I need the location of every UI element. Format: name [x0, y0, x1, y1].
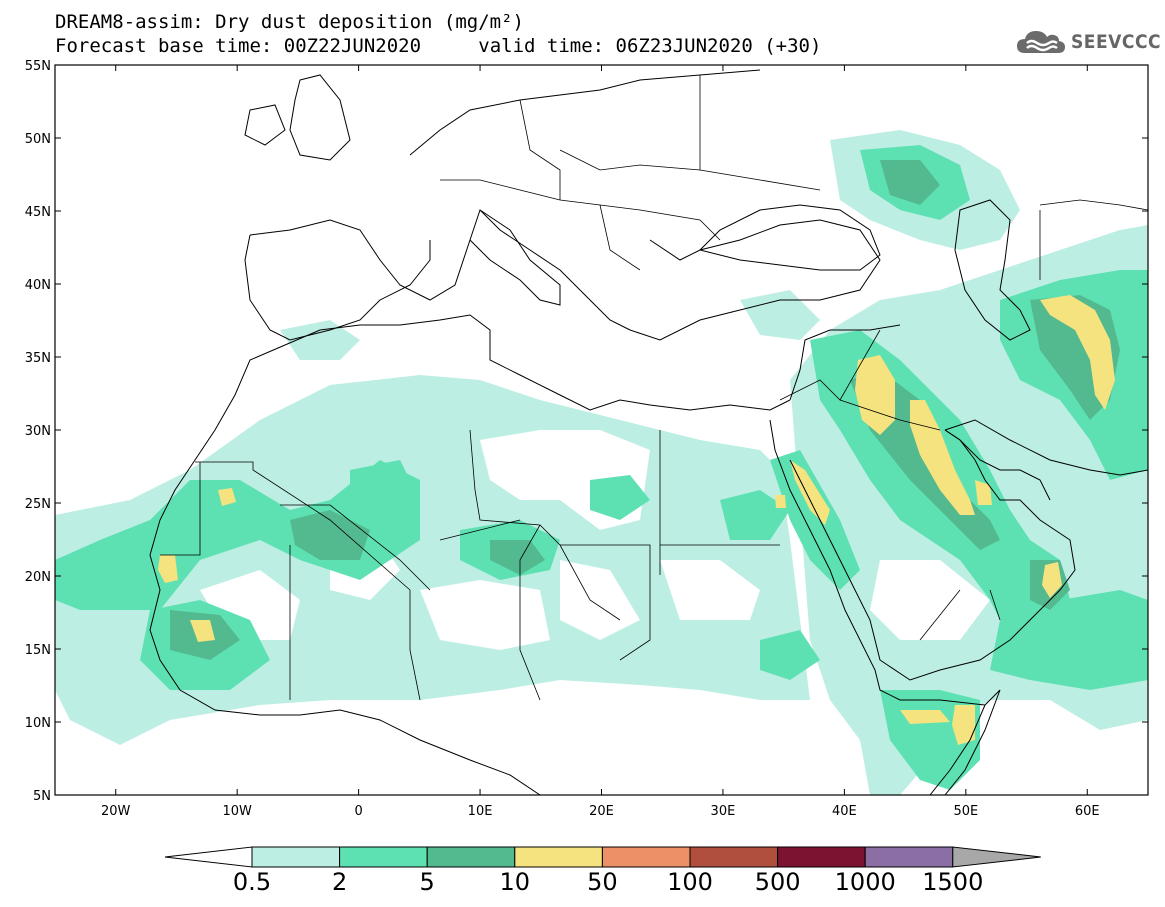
colorbar-over-triangle [952, 846, 1041, 868]
lat-label-35N: 35N [25, 351, 51, 366]
lon-label-20W: 20W [101, 804, 131, 819]
seevccc-logo: SEEVCCC [1015, 26, 1161, 58]
coastline-somalia [944, 689, 1001, 795]
lat-label-25N: 25N [25, 497, 51, 512]
lon-label-40E: 40E [832, 804, 857, 819]
map-subtitle: Forecast base time: 00Z22JUN2020 valid t… [55, 36, 821, 56]
lat-label-20N: 20N [25, 570, 51, 585]
lat-label-15N: 15N [25, 643, 51, 658]
coastline-north-africa [284, 314, 791, 411]
coastline-caspian [954, 199, 1031, 341]
coastline-europe [249, 209, 881, 341]
coastline-africa-west [149, 344, 541, 795]
valid-time: valid time: 06Z23JUN2020 (+30) [478, 35, 822, 57]
colorbar-segment [777, 846, 866, 868]
coastline-north-europe [409, 69, 761, 156]
colorbar-label: 500 [754, 868, 801, 896]
cloud-icon [1017, 31, 1065, 53]
colorbar-segment [689, 846, 779, 868]
lon-label-0: 0 [354, 804, 362, 819]
coastline-levant [789, 324, 901, 401]
colorbar [164, 846, 1041, 868]
coastline-iberia [244, 234, 431, 341]
coastline-italy [469, 209, 561, 306]
lon-label-20E: 20E [589, 804, 614, 819]
coastline-red-sea-west [769, 419, 986, 795]
dust-fields [55, 130, 1148, 795]
lon-label-60E: 60E [1075, 804, 1100, 819]
colorbar-segment [864, 846, 954, 868]
colorbar-segment [251, 846, 341, 868]
latitude-ticks: 5N 10N 15N 20N 25N 30N 35N 40N 45N 50N 55N [25, 59, 1148, 804]
lat-label-50N: 50N [25, 132, 51, 147]
lon-label-30E: 30E [711, 804, 736, 819]
coastline-black-sea [699, 204, 881, 271]
lon-label-50E: 50E [953, 804, 978, 819]
lat-label-5N: 5N [33, 789, 51, 804]
colorbar-under-triangle [164, 846, 253, 868]
colorbar-label: 1500 [922, 868, 984, 896]
coastline-arabia [789, 429, 1076, 681]
lat-label-45N: 45N [25, 205, 51, 220]
coastlines [149, 69, 1148, 795]
lon-label-10W: 10W [222, 804, 252, 819]
longitude-ticks: 20W 10W 0 10E 20E 30E 40E 50E 60E [101, 65, 1100, 819]
colorbar-segment [601, 846, 691, 868]
lon-label-10E: 10E [468, 804, 493, 819]
colorbar-label: 2 [331, 868, 348, 896]
coastline-ireland [244, 104, 286, 146]
colorbar-label: 50 [587, 868, 618, 896]
colorbar-segment [426, 846, 516, 868]
colorbar-label: 0.5 [232, 868, 272, 896]
coastline-gulf [944, 429, 1051, 501]
forecast-base-time: Forecast base time: 00Z22JUN2020 [55, 35, 422, 57]
lat-label-30N: 30N [25, 424, 51, 439]
colorbar-label: 100 [667, 868, 713, 896]
coastline-uk [289, 74, 351, 161]
borders [160, 75, 1148, 701]
lat-label-10N: 10N [25, 716, 51, 731]
lat-label-55N: 55N [25, 59, 51, 74]
coastline-iran [944, 419, 1148, 476]
colorbar-segment [339, 846, 428, 868]
colorbar-label: 10 [499, 868, 531, 896]
colorbar-segment [514, 846, 603, 868]
lat-label-40N: 40N [25, 278, 51, 293]
logo-text: SEEVCCC [1071, 31, 1162, 53]
colorbar-label: 1000 [834, 868, 896, 896]
map-title: DREAM8-assim: Dry dust deposition (mg/m²… [55, 11, 524, 33]
colorbar-label: 5 [419, 868, 435, 896]
